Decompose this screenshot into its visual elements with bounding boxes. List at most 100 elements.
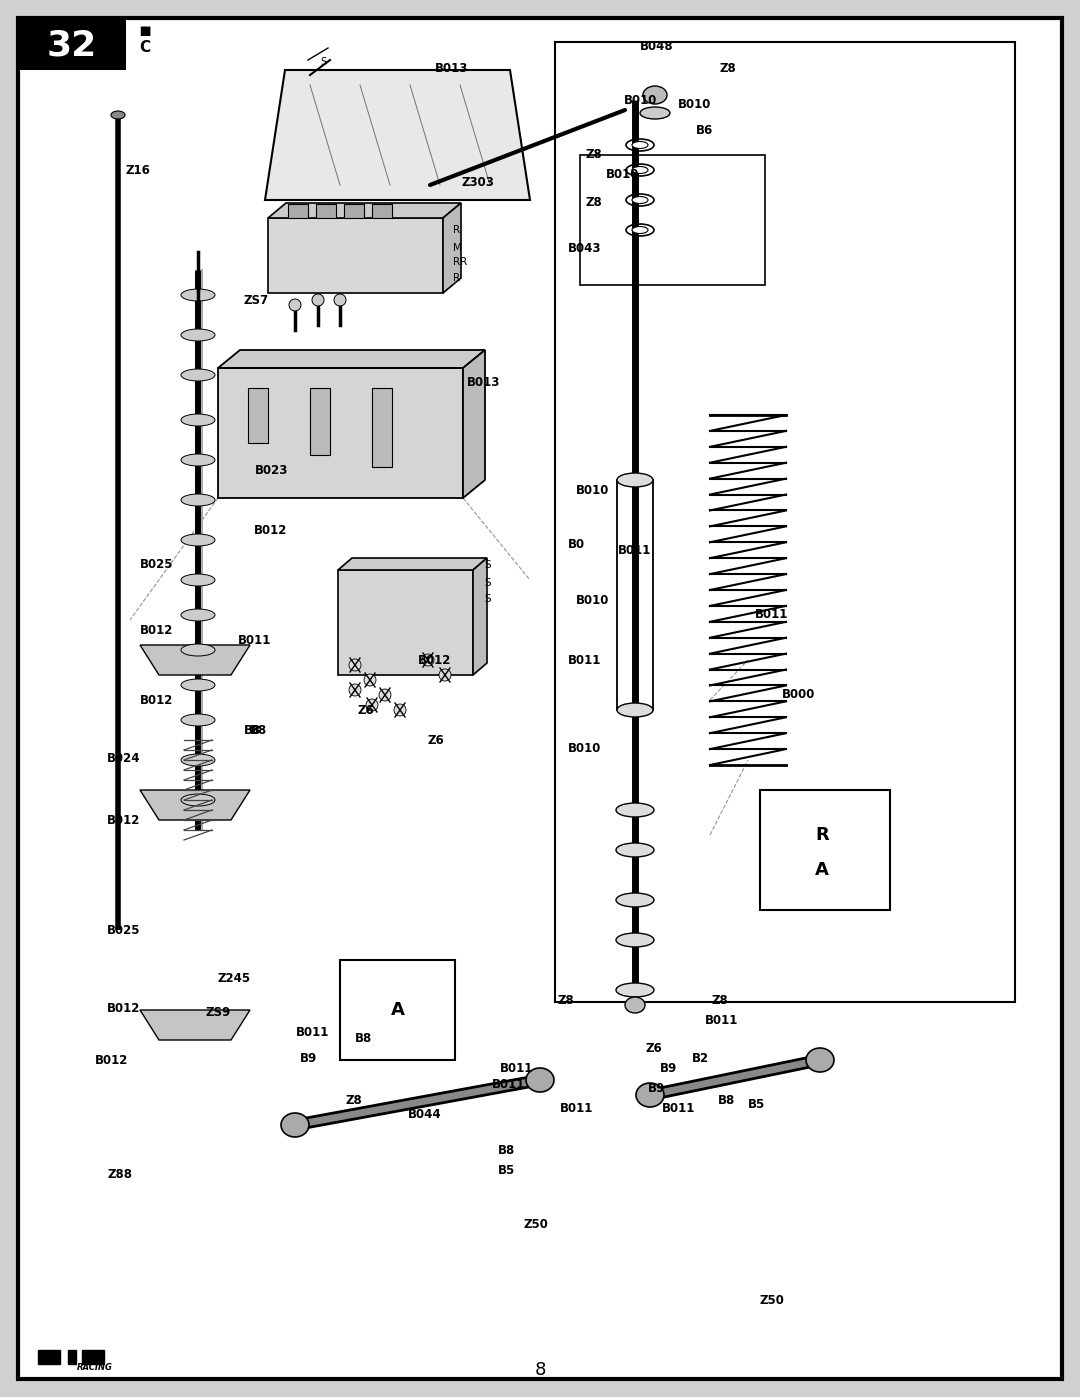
Ellipse shape xyxy=(616,842,654,856)
Ellipse shape xyxy=(617,474,653,488)
Text: ▪: ▪ xyxy=(138,21,151,39)
Text: C: C xyxy=(139,41,150,56)
Ellipse shape xyxy=(181,754,215,766)
Text: B010: B010 xyxy=(678,99,712,112)
Text: M: M xyxy=(453,243,462,253)
Text: Z16: Z16 xyxy=(125,163,150,176)
Ellipse shape xyxy=(806,1048,834,1071)
Text: Z8: Z8 xyxy=(712,993,729,1006)
Text: B011: B011 xyxy=(238,633,271,647)
Text: B9: B9 xyxy=(660,1062,677,1074)
Ellipse shape xyxy=(181,714,215,726)
Text: B010: B010 xyxy=(624,94,658,106)
Circle shape xyxy=(349,659,361,671)
Circle shape xyxy=(394,704,406,717)
Ellipse shape xyxy=(181,644,215,657)
Text: B012: B012 xyxy=(254,524,287,536)
Ellipse shape xyxy=(617,703,653,717)
Polygon shape xyxy=(140,1010,249,1039)
Bar xyxy=(218,367,463,497)
Circle shape xyxy=(379,689,391,701)
Text: Z6: Z6 xyxy=(357,704,375,717)
Text: Z6: Z6 xyxy=(645,1042,662,1055)
Circle shape xyxy=(438,669,451,680)
Text: B011: B011 xyxy=(755,609,788,622)
Ellipse shape xyxy=(640,108,670,119)
Text: Z8: Z8 xyxy=(345,1094,362,1106)
Ellipse shape xyxy=(281,1113,309,1137)
Text: B012: B012 xyxy=(95,1053,129,1066)
Ellipse shape xyxy=(632,166,648,173)
Text: B025: B025 xyxy=(140,559,174,571)
Text: B9: B9 xyxy=(300,1052,318,1065)
Text: B8: B8 xyxy=(355,1031,373,1045)
Polygon shape xyxy=(338,557,487,570)
Polygon shape xyxy=(268,203,461,218)
Text: B5: B5 xyxy=(748,1098,766,1112)
Ellipse shape xyxy=(181,414,215,426)
Bar xyxy=(248,388,268,443)
Text: RACING: RACING xyxy=(77,1363,113,1372)
Ellipse shape xyxy=(616,983,654,997)
Polygon shape xyxy=(140,645,249,675)
Text: B011: B011 xyxy=(296,1025,329,1038)
Ellipse shape xyxy=(181,574,215,585)
Text: B013: B013 xyxy=(467,376,500,388)
Text: Z8: Z8 xyxy=(720,61,737,74)
Bar xyxy=(268,218,443,293)
Text: S: S xyxy=(484,578,490,588)
Bar xyxy=(760,789,890,909)
Text: B011: B011 xyxy=(500,1062,534,1074)
Text: B8: B8 xyxy=(244,724,261,736)
Text: B011: B011 xyxy=(492,1078,525,1091)
Text: Z50: Z50 xyxy=(760,1294,785,1306)
Text: Z245: Z245 xyxy=(218,971,252,985)
Text: S: S xyxy=(484,594,490,604)
Text: B010: B010 xyxy=(576,483,609,496)
Text: Z50: Z50 xyxy=(524,1218,549,1232)
Text: R: R xyxy=(453,225,460,235)
Text: Z303: Z303 xyxy=(462,176,495,190)
Text: B8: B8 xyxy=(498,1144,515,1157)
Ellipse shape xyxy=(181,534,215,546)
Text: B010: B010 xyxy=(576,594,609,606)
Bar xyxy=(580,155,765,285)
Circle shape xyxy=(364,673,376,686)
Bar xyxy=(345,204,364,218)
Text: B011: B011 xyxy=(618,543,651,556)
Text: B012: B012 xyxy=(418,654,451,666)
Ellipse shape xyxy=(181,330,215,341)
Polygon shape xyxy=(473,557,487,675)
Polygon shape xyxy=(463,351,485,497)
Text: Z8: Z8 xyxy=(585,196,602,208)
Text: B012: B012 xyxy=(140,623,174,637)
Text: B025: B025 xyxy=(107,923,140,936)
Text: B000: B000 xyxy=(782,689,815,701)
Bar xyxy=(372,388,392,467)
Text: B010: B010 xyxy=(568,742,602,754)
Bar xyxy=(316,204,336,218)
Bar xyxy=(18,18,126,70)
Polygon shape xyxy=(140,789,249,820)
Text: Z6: Z6 xyxy=(428,733,445,746)
Bar xyxy=(617,481,653,710)
Polygon shape xyxy=(218,351,485,367)
Text: B012: B012 xyxy=(140,693,174,707)
Bar xyxy=(288,204,308,218)
Circle shape xyxy=(312,293,324,306)
Circle shape xyxy=(366,698,378,711)
Text: A: A xyxy=(815,861,829,879)
Text: ZS7: ZS7 xyxy=(243,293,268,306)
Bar xyxy=(38,1350,60,1363)
Bar xyxy=(338,570,473,675)
Text: B012: B012 xyxy=(107,1002,140,1014)
Text: B048: B048 xyxy=(640,41,674,53)
Text: B0: B0 xyxy=(568,538,585,552)
Text: B8: B8 xyxy=(249,724,267,736)
Text: R: R xyxy=(453,272,460,284)
Bar xyxy=(340,960,455,1060)
Text: B043: B043 xyxy=(568,242,602,254)
Polygon shape xyxy=(443,203,461,293)
Ellipse shape xyxy=(181,793,215,806)
Text: B011: B011 xyxy=(561,1101,593,1115)
